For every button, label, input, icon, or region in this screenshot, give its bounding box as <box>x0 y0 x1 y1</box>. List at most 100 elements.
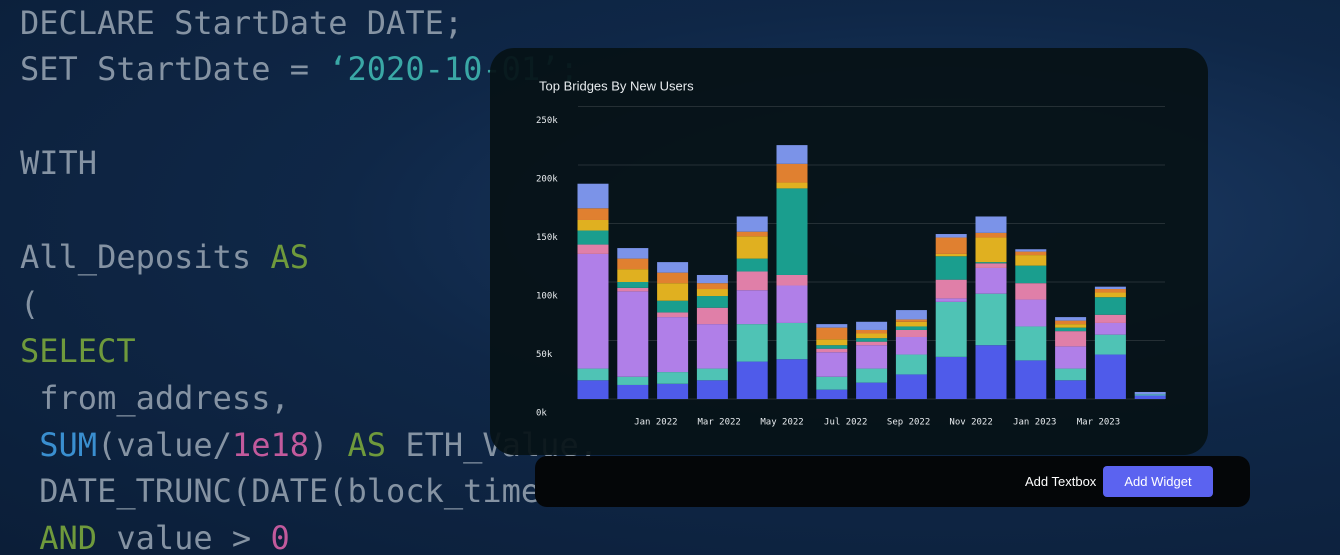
bar-segment <box>1134 394 1166 396</box>
bar-segment <box>577 380 609 399</box>
bar-segment <box>577 230 609 245</box>
y-tick-label: 150k <box>536 233 558 243</box>
bar-segment <box>816 339 848 346</box>
bar-segment <box>1055 327 1087 332</box>
bar-segment <box>1015 283 1047 300</box>
bar-segment <box>696 274 728 284</box>
bar-segment <box>696 307 728 325</box>
y-tick-label: 50k <box>536 350 553 360</box>
bar-segment <box>975 267 1007 294</box>
code-token: (value/ <box>97 426 232 464</box>
chart: Top Bridges By New Users 0k 50k 100k 150k 20… <box>536 78 1166 428</box>
bar-segment <box>696 296 728 308</box>
x-tick-label: Mar 2022 <box>697 418 740 428</box>
bar-segment <box>1094 354 1126 399</box>
bar-segment <box>577 368 609 381</box>
bar-segment <box>776 145 808 164</box>
bar-segment <box>1015 249 1047 252</box>
bar-segment <box>776 322 808 360</box>
code-line: from_address, <box>20 379 290 417</box>
code-token: ) <box>308 426 348 464</box>
bar-segment <box>577 219 609 231</box>
bar-segment <box>1094 322 1126 335</box>
bar-segment <box>895 374 927 399</box>
bar-segment <box>657 383 689 399</box>
bar-segment <box>895 354 927 375</box>
bar-segment <box>657 300 689 313</box>
bar-segment <box>657 312 689 318</box>
bar-segment <box>816 376 848 390</box>
bar-segment <box>856 345 888 369</box>
y-tick-label: 250k <box>536 116 558 126</box>
bar-segment <box>935 298 967 302</box>
code-token: AS <box>347 426 387 464</box>
bar-segment <box>617 287 649 292</box>
code-line: WITH <box>20 144 97 182</box>
bar-segment <box>856 341 888 346</box>
bar-segment <box>1094 289 1126 293</box>
code-token: AND <box>20 519 98 555</box>
bar-segment <box>617 248 649 259</box>
bar-segment <box>776 274 808 286</box>
code-line: DECLARE StartDate DATE; <box>20 4 463 42</box>
bar-segment <box>696 380 728 399</box>
chart-title: Top Bridges By New Users <box>539 78 694 93</box>
code-token: DATE_TRUNC(DATE(block_time <box>20 472 541 510</box>
bar-segment <box>856 321 888 330</box>
bar-segment <box>657 317 689 373</box>
bar-segment <box>1055 320 1087 325</box>
bar-segment <box>776 182 808 189</box>
x-tick-label: Mar 2023 <box>1077 418 1120 428</box>
code-token: All_Deposits <box>20 238 271 276</box>
bar-segment <box>776 163 808 183</box>
bar-segment <box>736 290 768 325</box>
bar-segment <box>1134 391 1166 395</box>
bar-segment <box>617 376 649 385</box>
bar-segment <box>975 216 1007 233</box>
bar-segment <box>895 326 927 330</box>
bar-segment <box>895 310 927 320</box>
toolbar: Add Textbox Add Widget <box>535 456 1250 507</box>
add-widget-button[interactable]: Add Widget <box>1103 466 1213 497</box>
bar-segment <box>1055 380 1087 399</box>
bar-segment <box>617 384 649 399</box>
add-textbox-button[interactable]: Add Textbox <box>1025 474 1097 489</box>
code-token: WITH <box>20 144 98 182</box>
bar-segment <box>856 329 888 334</box>
bar-segment <box>657 372 689 384</box>
bar-segment <box>816 327 848 340</box>
bar-segment <box>1055 331 1087 347</box>
bar-segment <box>975 232 1007 238</box>
bar-segment <box>617 258 649 270</box>
bar-segment <box>577 253 609 369</box>
x-tick-label: Jan 2023 <box>1013 418 1056 428</box>
y-tick-label: 0k <box>536 409 547 419</box>
bar-segment <box>577 244 609 254</box>
bar-segment <box>1015 255 1047 266</box>
bar-segment <box>617 291 649 377</box>
y-tick-label: 200k <box>536 175 558 185</box>
x-tick-label: May 2022 <box>760 418 803 428</box>
bar-segment <box>1055 324 1087 328</box>
bar-segment <box>776 188 808 275</box>
bar-segment <box>617 282 649 288</box>
bar-segment <box>895 336 927 355</box>
code-token: AS <box>270 238 309 276</box>
x-tick-label: Jul 2022 <box>824 418 867 428</box>
code-line: DATE_TRUNC(DATE(block_time <box>20 472 540 510</box>
bar-segment <box>895 321 927 327</box>
bar-segment <box>1015 265 1047 284</box>
code-token: from_address, <box>20 379 290 417</box>
bar-segment <box>696 368 728 381</box>
bar-segment <box>1015 326 1047 361</box>
bar-segment <box>935 256 967 280</box>
bar-segment <box>1015 251 1047 256</box>
bar-segment <box>816 324 848 328</box>
bar-segment <box>736 324 768 362</box>
bar-segment <box>1055 368 1087 381</box>
code-token: 0 <box>270 519 290 555</box>
bar-segment <box>1015 360 1047 399</box>
bar-segment <box>975 345 1007 399</box>
bar-segment <box>856 338 888 342</box>
